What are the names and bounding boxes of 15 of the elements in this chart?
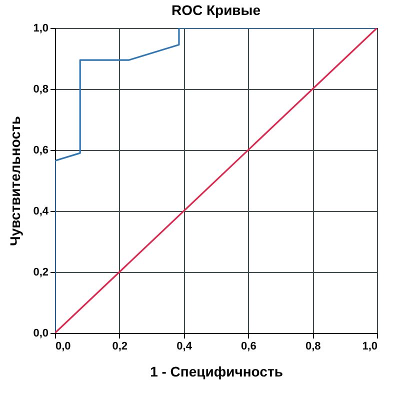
x-tick-label: 1,0 — [362, 340, 378, 352]
y-tick-label: 0,8 — [33, 84, 48, 96]
x-tick-label: 0,2 — [112, 340, 128, 352]
x-tick-label: 0,0 — [56, 340, 71, 352]
x-axis-title: 1 - Специфичность — [150, 364, 284, 380]
x-tick-label: 0,8 — [305, 340, 321, 352]
chart-title: ROC Кривые — [171, 2, 261, 18]
y-axis-title: Чувствительность — [7, 116, 24, 246]
x-tick-label: 0,4 — [176, 340, 193, 352]
y-tick-label: 0,0 — [33, 328, 48, 340]
y-tick-label: 0,6 — [33, 144, 48, 156]
y-tick-label: 1,0 — [33, 22, 48, 34]
x-tick-label: 0,6 — [241, 340, 256, 352]
y-tick-label: 0,2 — [33, 266, 48, 278]
y-tick-label: 0,4 — [33, 206, 50, 218]
